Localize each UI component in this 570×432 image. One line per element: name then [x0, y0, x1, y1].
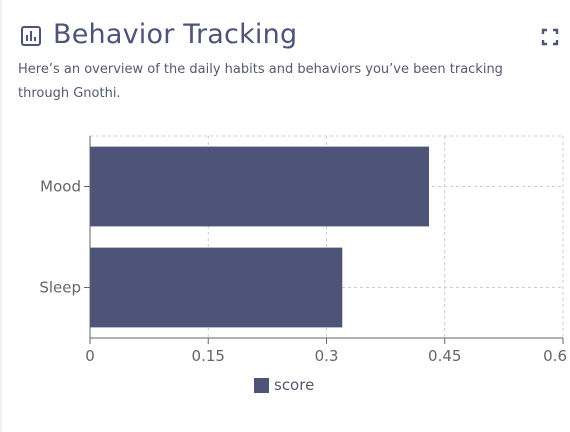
legend-label: score — [274, 376, 315, 394]
expand-icon[interactable] — [541, 28, 559, 46]
bar-sleep — [90, 247, 343, 328]
bar-mood — [90, 146, 429, 227]
x-tick-label: 0.3 — [315, 347, 339, 365]
card-description: Here’s an overview of the daily habits a… — [18, 62, 503, 101]
y-tick-label: Sleep — [39, 279, 81, 297]
x-tick-label: 0.15 — [192, 347, 225, 365]
chart-legend[interactable]: score — [254, 376, 314, 394]
card-title: Behavior Tracking — [53, 19, 298, 50]
bar-chart-icon — [21, 26, 41, 46]
y-tick-label: Mood — [40, 178, 81, 196]
legend-swatch — [254, 377, 269, 393]
x-tick-label: 0.6 — [543, 347, 567, 365]
x-tick-label: 0 — [85, 347, 95, 365]
x-tick-label: 0.45 — [428, 347, 461, 365]
